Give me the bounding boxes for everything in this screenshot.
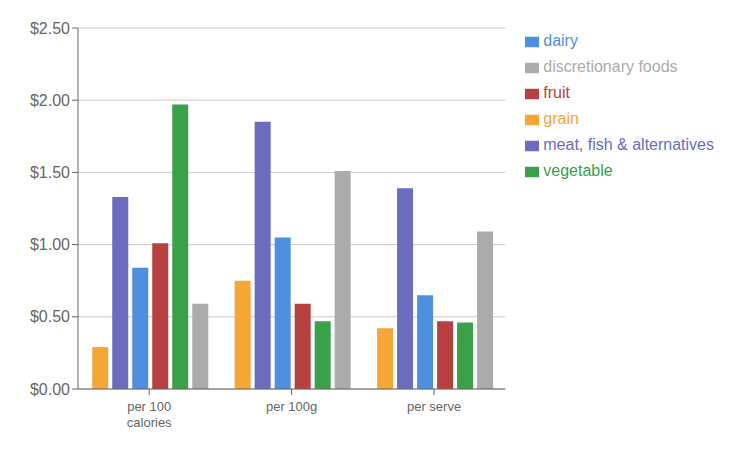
svg-text:$1.00: $1.00 <box>30 236 70 253</box>
svg-text:per 100calories: per 100calories <box>127 399 172 430</box>
svg-text:$2.50: $2.50 <box>30 20 70 37</box>
svg-text:$0.00: $0.00 <box>30 381 70 398</box>
svg-text:per serve: per serve <box>407 399 461 414</box>
html-text:discretionary foods: discretionary foods <box>543 58 678 75</box>
html-text:grain: grain <box>543 110 579 127</box>
html-text:meat, fish & alternatives: meat, fish & alternatives <box>543 136 714 153</box>
svg-text:$0.50: $0.50 <box>30 308 70 325</box>
svg-text:per 100g: per 100g <box>266 399 317 414</box>
html-text:dairy: dairy <box>543 32 578 49</box>
svg-text:$2.00: $2.00 <box>30 92 70 109</box>
html-text:fruit: fruit <box>543 84 570 101</box>
html-text:vegetable: vegetable <box>543 162 613 179</box>
svg-text:$1.50: $1.50 <box>30 164 70 181</box>
